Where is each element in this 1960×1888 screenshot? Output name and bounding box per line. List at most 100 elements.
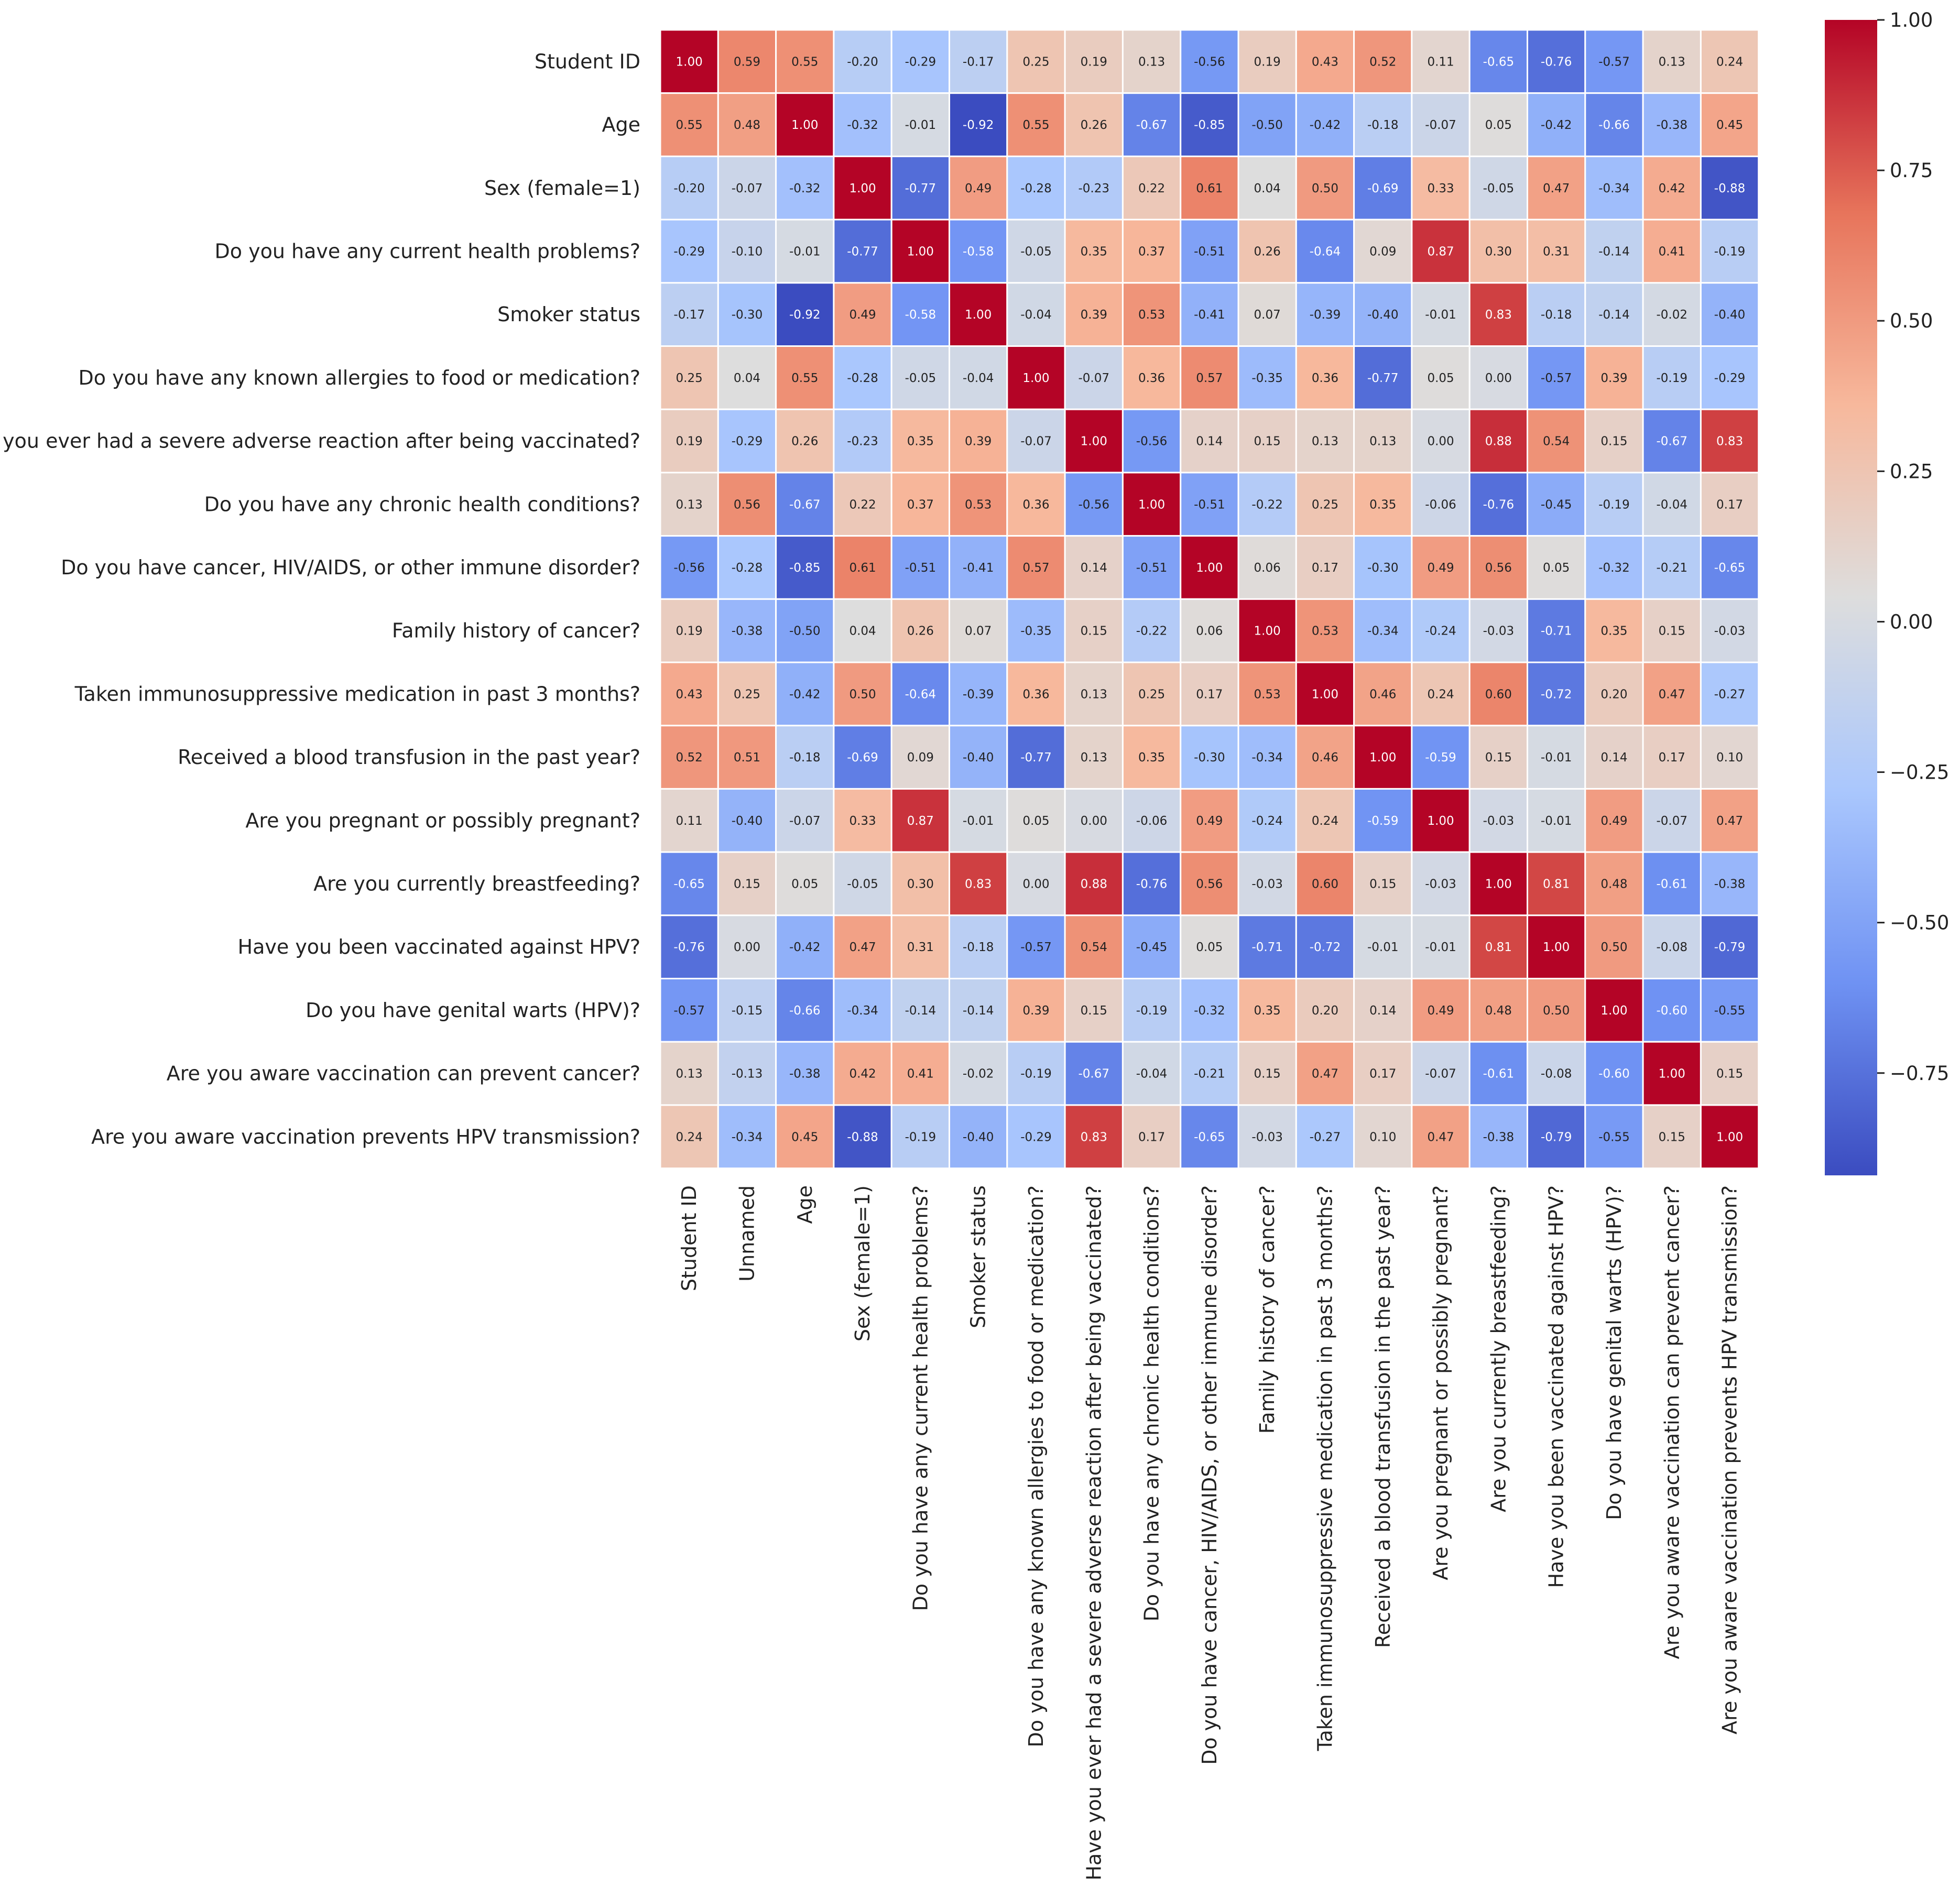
cell-value-label: 0.45 bbox=[1716, 118, 1743, 132]
cell-value-label: -0.29 bbox=[732, 435, 763, 449]
cell-value-label: 0.53 bbox=[1254, 687, 1281, 701]
heatmap-cell bbox=[775, 1104, 835, 1170]
cell-value-label: -0.19 bbox=[1598, 498, 1630, 511]
cell-value-label: 0.48 bbox=[1485, 1004, 1512, 1018]
heatmap-cell bbox=[1121, 725, 1182, 790]
cell-value-label: 0.47 bbox=[1312, 1067, 1338, 1081]
column-label: Taken immunosuppressive medication in pa… bbox=[1313, 1185, 1336, 1751]
cell-value-label: 0.50 bbox=[1600, 941, 1627, 954]
cell-value-label: 0.35 bbox=[1369, 498, 1396, 511]
heatmap-cell bbox=[833, 345, 892, 410]
heatmap-cell bbox=[659, 661, 719, 727]
heatmap-cell bbox=[1006, 661, 1066, 727]
cell-value-label: -0.57 bbox=[673, 1004, 705, 1018]
cell-value-label: 0.36 bbox=[1138, 372, 1165, 385]
heatmap-cell bbox=[1180, 92, 1239, 157]
cell-value-label: 0.17 bbox=[1312, 561, 1338, 575]
cell-value-label: -0.34 bbox=[1598, 182, 1630, 195]
heatmap-cell bbox=[1237, 788, 1297, 853]
cell-value-label: 0.11 bbox=[676, 814, 703, 828]
cell-value-label: -0.51 bbox=[1194, 498, 1225, 511]
cell-value-label: -0.85 bbox=[1194, 118, 1225, 132]
column-label: Are you aware vaccination prevents HPV t… bbox=[1718, 1185, 1741, 1734]
cell-value-label: -0.03 bbox=[1251, 877, 1283, 891]
heatmap-cell bbox=[1527, 661, 1586, 727]
heatmap-cell bbox=[1237, 1104, 1297, 1170]
colorbar-gradient bbox=[1825, 20, 1877, 1175]
cell-value-label: 0.20 bbox=[1600, 687, 1627, 701]
heatmap-cell bbox=[1180, 725, 1239, 790]
heatmap-cell bbox=[890, 282, 950, 347]
cell-value-label: -0.40 bbox=[1367, 308, 1399, 322]
heatmap-cell bbox=[717, 725, 777, 790]
cell-value-label: 0.55 bbox=[1022, 118, 1049, 132]
heatmap-cell bbox=[1064, 1041, 1124, 1106]
cell-value-label: -0.77 bbox=[905, 182, 937, 195]
row-label: Smoker status bbox=[497, 303, 640, 326]
cell-value-label: -0.51 bbox=[1136, 561, 1168, 575]
column-label: Have you ever had a severe adverse react… bbox=[1082, 1185, 1105, 1881]
cell-value-label: -0.79 bbox=[1714, 941, 1746, 954]
heatmap-cell bbox=[1295, 155, 1355, 221]
row-label: Are you aware vaccination can prevent ca… bbox=[167, 1062, 640, 1085]
heatmap-cell bbox=[1121, 788, 1182, 853]
cell-value-label: -0.10 bbox=[732, 245, 763, 258]
heatmap-cell bbox=[1584, 725, 1644, 790]
cell-value-label: -0.58 bbox=[963, 245, 994, 258]
cell-value-label: -0.34 bbox=[1251, 751, 1283, 765]
cell-value-label: 0.17 bbox=[1138, 1130, 1165, 1144]
cell-value-label: -0.42 bbox=[1310, 118, 1341, 132]
cell-value-label: 0.05 bbox=[791, 877, 818, 891]
heatmap-cell bbox=[1527, 155, 1586, 221]
heatmap-cell bbox=[717, 282, 777, 347]
heatmap-cell bbox=[949, 282, 1008, 347]
cell-value-label: -0.59 bbox=[1367, 814, 1399, 828]
cell-value-label: -0.76 bbox=[1541, 55, 1572, 69]
heatmap-cell bbox=[1353, 408, 1413, 474]
cell-value-label: 0.50 bbox=[1312, 182, 1338, 195]
heatmap-cell bbox=[717, 598, 777, 663]
cell-value-label: -0.65 bbox=[1483, 55, 1515, 69]
heatmap-cell bbox=[1295, 1104, 1355, 1170]
cell-value-label: -0.19 bbox=[1714, 245, 1746, 258]
cell-value-label: -0.02 bbox=[963, 1067, 994, 1081]
heatmap-cell bbox=[1121, 914, 1182, 980]
heatmap-cell bbox=[1527, 472, 1586, 537]
cell-value-label: 0.60 bbox=[1485, 687, 1512, 701]
heatmap-cell bbox=[1006, 219, 1066, 284]
heatmap-cell bbox=[1584, 788, 1644, 853]
cell-value-label: -0.32 bbox=[789, 182, 821, 195]
cell-value-label: 0.53 bbox=[965, 498, 992, 511]
heatmap-cell bbox=[833, 1041, 892, 1106]
row-labels: Student ID Age Sex (female=1) Do you have a… bbox=[0, 50, 640, 1148]
cell-value-label: 0.05 bbox=[1196, 941, 1223, 954]
cell-value-label: -0.76 bbox=[673, 941, 705, 954]
heatmap-cell bbox=[1295, 914, 1355, 980]
heatmap-cell bbox=[775, 978, 835, 1043]
cell-value-label: 0.13 bbox=[1081, 751, 1107, 765]
heatmap-cells: 1.00 0.59 0.55 -0.20 -0.29 -0.17 0.25 0.19 0.13 -… bbox=[659, 29, 1760, 1170]
row-label: Do you have any chronic health condition… bbox=[204, 493, 640, 516]
cell-value-label: 0.47 bbox=[1659, 687, 1685, 701]
heatmap-cell bbox=[1584, 598, 1644, 663]
heatmap-cell bbox=[890, 725, 950, 790]
heatmap-cell bbox=[1700, 345, 1760, 410]
cell-value-label: 0.35 bbox=[1600, 625, 1627, 638]
cell-value-label: -0.30 bbox=[1194, 751, 1225, 765]
heatmap-cell bbox=[1642, 978, 1702, 1043]
heatmap-cell bbox=[659, 408, 719, 474]
heatmap-cell bbox=[1700, 535, 1760, 600]
cell-value-label: -0.71 bbox=[1251, 941, 1283, 954]
cell-value-label: -0.51 bbox=[905, 561, 937, 575]
cell-value-label: 0.33 bbox=[1427, 182, 1454, 195]
cell-value-label: -0.69 bbox=[1367, 182, 1399, 195]
heatmap-cell bbox=[1700, 282, 1760, 347]
cell-value-label: -0.65 bbox=[1714, 561, 1746, 575]
cell-value-label: 0.39 bbox=[965, 435, 992, 449]
cell-value-label: -0.77 bbox=[847, 245, 878, 258]
cell-value-label: 0.55 bbox=[791, 55, 818, 69]
heatmap-cell bbox=[890, 535, 950, 600]
cell-value-label: 0.61 bbox=[849, 561, 876, 575]
cell-value-label: 0.49 bbox=[1196, 814, 1223, 828]
